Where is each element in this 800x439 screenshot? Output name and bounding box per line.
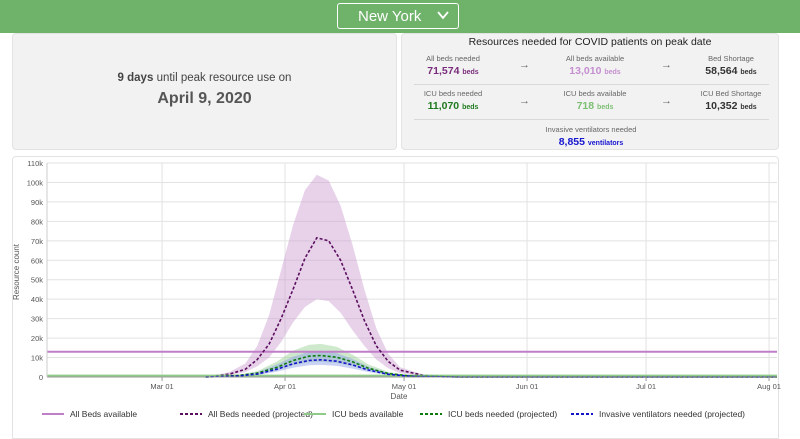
divider <box>414 84 769 85</box>
days-count: 9 days <box>117 72 154 84</box>
beds-unit: beds <box>740 69 757 76</box>
all-beds-needed-value: 71,574 <box>427 65 460 77</box>
all-beds-available-label: All beds available <box>565 54 625 63</box>
icu-beds-available-label: ICU beds available <box>563 89 627 98</box>
days-text: until peak resource use on <box>156 72 292 84</box>
ventilators-needed: Invasive ventilators needed 8,855 ventil… <box>536 125 646 148</box>
x-tick-label: Jun 01 <box>516 382 539 391</box>
icu-beds-available: ICU beds available 718 beds <box>540 89 650 112</box>
beds-unit: beds <box>597 104 614 111</box>
y-tick-label: 110k <box>27 159 43 168</box>
y-tick-label: 90k <box>31 198 43 207</box>
peak-date: April 9, 2020 <box>157 90 252 107</box>
x-axis-label: Date <box>391 392 408 401</box>
chart-axes: 0 10k 20k 30k 40k 50k 60k 70k 80k 90k 100k 110k Mar … <box>27 159 781 391</box>
y-tick-label: 40k <box>31 295 43 304</box>
all-beds-needed-projected-band <box>205 174 777 377</box>
resources-card: Resources needed for COVID patients on p… <box>401 33 779 150</box>
y-tick-label: 10k <box>31 354 43 363</box>
all-beds-needed-projected-line <box>205 236 777 378</box>
y-tick-label: 0 <box>39 373 43 382</box>
y-tick-label: 60k <box>31 256 43 265</box>
x-tick-label: Jul 01 <box>636 382 656 391</box>
bed-shortage-label: Bed Shortage <box>708 54 754 63</box>
all-beds-available: All beds available 13,010 beds <box>540 54 650 77</box>
chart-grid <box>47 162 777 378</box>
beds-unit: beds <box>462 69 479 76</box>
y-axis-label: Resource count <box>12 243 21 300</box>
x-tick-label: Aug 01 <box>757 382 781 391</box>
icu-bed-shortage-label: ICU Bed Shortage <box>700 89 762 98</box>
arrow-right-icon: → <box>661 59 672 71</box>
chart-panel <box>12 156 779 439</box>
arrow-right-icon: → <box>519 95 530 107</box>
peak-summary-card: 9 days until peak resource use on April … <box>12 33 397 150</box>
icu-beds-available-value: 718 <box>576 100 595 112</box>
beds-unit: beds <box>740 104 757 111</box>
resources-title: Resources needed for COVID patients on p… <box>468 36 712 48</box>
legend-label: All Beds available <box>70 409 137 419</box>
icu-bed-shortage-value: 10,352 <box>705 100 738 112</box>
x-tick-label: May 01 <box>392 382 417 391</box>
divider <box>414 119 769 120</box>
y-tick-label: 20k <box>31 334 43 343</box>
y-tick-label: 80k <box>31 217 43 226</box>
bed-shortage-value: 58,564 <box>705 65 738 77</box>
ventilators-unit: ventilators <box>587 140 624 147</box>
ventilators-label: Invasive ventilators needed <box>545 125 637 134</box>
beds-unit: beds <box>462 104 479 111</box>
days-until-peak: 9 days until peak resource use on <box>13 72 396 84</box>
ventilators-value: 8,855 <box>558 136 585 148</box>
state-select[interactable]: New York <box>337 3 459 29</box>
legend-label: All Beds needed (projected) <box>208 409 313 419</box>
arrow-right-icon: → <box>661 95 672 107</box>
bed-shortage: Bed Shortage 58,564 beds <box>676 54 786 77</box>
arrow-right-icon: → <box>519 59 530 71</box>
x-tick-label: Mar 01 <box>150 382 173 391</box>
icu-beds-needed-label: ICU beds needed <box>423 89 483 98</box>
x-tick-label: Apr 01 <box>274 382 296 391</box>
icu-beds-needed-projected-line <box>205 354 777 378</box>
state-select-value: New York <box>358 8 422 25</box>
top-bar: New York <box>0 0 800 33</box>
y-tick-label: 50k <box>31 276 43 285</box>
invasive-ventilators-needed-projected-band <box>205 350 777 377</box>
icu-beds-needed-value: 11,070 <box>427 100 460 112</box>
all-beds-available-value: 13,010 <box>569 65 602 77</box>
icu-beds-needed: ICU beds needed 11,070 beds <box>398 89 508 112</box>
chart-legend: All Beds available All Beds needed (proje… <box>42 409 745 419</box>
legend-label: ICU beds needed (projected) <box>448 409 557 419</box>
y-tick-label: 100k <box>27 178 44 187</box>
y-tick-label: 30k <box>31 315 43 324</box>
all-beds-needed: All beds needed 71,574 beds <box>398 54 508 77</box>
legend-label: Invasive ventilators needed (projected) <box>599 409 745 419</box>
chevron-down-icon <box>437 11 449 20</box>
y-tick-label: 70k <box>31 237 43 246</box>
chart-bands <box>205 174 777 377</box>
chart-lines <box>47 236 777 378</box>
legend-label: ICU beds available <box>332 409 404 419</box>
invasive-ventilators-needed-projected-line <box>205 358 777 378</box>
all-beds-needed-label: All beds needed <box>426 54 480 63</box>
icu-bed-shortage: ICU Bed Shortage 10,352 beds <box>676 89 786 112</box>
beds-unit: beds <box>604 69 621 76</box>
